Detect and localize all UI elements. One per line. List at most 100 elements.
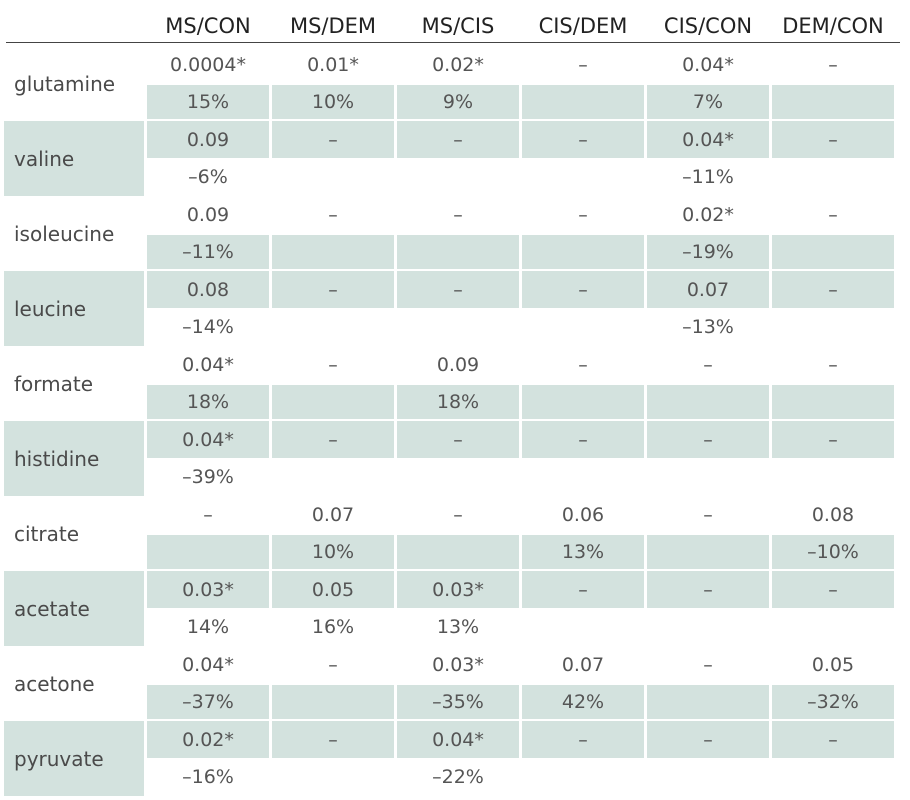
header-rule	[6, 42, 900, 43]
p-value-cell: 0.09	[436, 353, 480, 376]
percent-change-cell	[272, 460, 394, 494]
percent-change-cell	[772, 760, 894, 794]
row-label-leucine: leucine	[4, 271, 144, 346]
percent-change-cell	[522, 235, 644, 269]
percent-change-cell	[522, 310, 644, 344]
percent-change-cell	[647, 685, 769, 719]
p-value-cell: 0.01*	[307, 53, 359, 76]
percent-change-cell	[522, 385, 644, 419]
percent-change-cell	[272, 235, 394, 269]
percent-change-cell: –11%	[682, 166, 734, 188]
percent-change-cell	[272, 385, 394, 419]
p-value-cell: –	[453, 203, 463, 226]
p-value-cell: –	[453, 503, 463, 526]
p-value-cell: –	[203, 503, 213, 526]
p-value-cell: –	[647, 421, 769, 458]
percent-change-cell	[397, 235, 519, 269]
percent-change-cell: 10%	[272, 85, 394, 119]
percent-change-cell: –39%	[182, 466, 234, 488]
p-value-cell: –	[578, 53, 588, 76]
percent-change-cell	[522, 760, 644, 794]
row-label-acetate: acetate	[4, 571, 144, 646]
p-value-cell: –	[522, 271, 644, 308]
p-value-cell: –	[703, 503, 713, 526]
p-value-cell: –	[272, 721, 394, 758]
p-value-cell: 0.02*	[147, 721, 269, 758]
p-value-cell: 0.07	[561, 653, 605, 676]
p-value-cell: –	[772, 271, 894, 308]
percent-change-cell: 10%	[272, 535, 394, 569]
percent-change-cell: 13%	[522, 535, 644, 569]
percent-change-cell: –6%	[188, 166, 228, 188]
percent-change-cell	[397, 535, 519, 569]
percent-change-cell	[772, 160, 894, 194]
p-value-cell: –	[272, 271, 394, 308]
column-header-6: DEM/CON	[782, 14, 884, 38]
p-value-cell: –	[828, 353, 838, 376]
p-value-cell: –	[522, 121, 644, 158]
percent-change-cell	[397, 310, 519, 344]
p-value-cell: 0.08	[811, 503, 855, 526]
p-value-cell: 0.04*	[182, 353, 234, 376]
percent-change-cell: 18%	[147, 385, 269, 419]
column-header-3: MS/CIS	[421, 14, 495, 38]
p-value-cell: 0.08	[147, 271, 269, 308]
percent-change-cell: –13%	[682, 316, 734, 338]
p-value-cell: 0.04*	[147, 421, 269, 458]
p-value-cell: 0.04*	[647, 121, 769, 158]
percent-change-cell	[647, 760, 769, 794]
percent-change-cell	[147, 535, 269, 569]
p-value-cell: 0.09	[147, 121, 269, 158]
p-value-cell: 0.05	[811, 653, 855, 676]
p-value-cell: –	[772, 121, 894, 158]
percent-change-cell	[772, 235, 894, 269]
p-value-cell: –	[772, 571, 894, 608]
column-header-4: CIS/DEM	[538, 14, 628, 38]
percent-change-cell	[772, 610, 894, 644]
p-value-cell: 0.06	[561, 503, 605, 526]
p-value-cell: –	[828, 203, 838, 226]
percent-change-cell	[647, 385, 769, 419]
percent-change-cell: –35%	[397, 685, 519, 719]
p-value-cell: –	[703, 353, 713, 376]
percent-change-cell	[522, 460, 644, 494]
percent-change-cell	[272, 760, 394, 794]
p-value-cell: –	[647, 721, 769, 758]
percent-change-cell	[272, 310, 394, 344]
p-value-cell: –	[397, 421, 519, 458]
row-label-glutamine: glutamine	[14, 71, 116, 96]
p-value-cell: 0.02*	[432, 53, 484, 76]
p-value-cell: –	[578, 203, 588, 226]
p-value-cell: –	[328, 653, 338, 676]
row-label-formate: formate	[14, 371, 94, 396]
row-label-acetone: acetone	[14, 671, 95, 696]
p-value-cell: 0.03*	[432, 653, 484, 676]
column-header-2: MS/DEM	[289, 14, 377, 38]
percent-change-cell: –22%	[432, 766, 484, 788]
column-header-1: MS/CON	[165, 14, 251, 38]
p-value-cell: 0.02*	[682, 203, 734, 226]
percent-change-cell	[522, 85, 644, 119]
percent-change-cell: 9%	[397, 85, 519, 119]
p-value-cell: –	[397, 121, 519, 158]
row-label-citrate: citrate	[14, 521, 80, 546]
row-label-pyruvate: pyruvate	[4, 721, 144, 796]
percent-change-cell	[522, 160, 644, 194]
percent-change-cell: –37%	[147, 685, 269, 719]
percent-change-cell	[397, 460, 519, 494]
p-value-cell: 0.07	[311, 503, 355, 526]
percent-change-cell	[772, 85, 894, 119]
p-value-cell: 0.04*	[182, 653, 234, 676]
p-value-cell: 0.03*	[147, 571, 269, 608]
percent-change-cell	[772, 460, 894, 494]
percent-change-cell	[647, 460, 769, 494]
p-value-cell: 0.04*	[682, 53, 734, 76]
percent-change-cell: 15%	[147, 85, 269, 119]
percent-change-cell	[272, 685, 394, 719]
percent-change-cell	[647, 610, 769, 644]
percent-change-cell: –16%	[182, 766, 234, 788]
p-value-cell: –	[522, 571, 644, 608]
p-value-cell: –	[772, 721, 894, 758]
percent-change-cell: –11%	[147, 235, 269, 269]
